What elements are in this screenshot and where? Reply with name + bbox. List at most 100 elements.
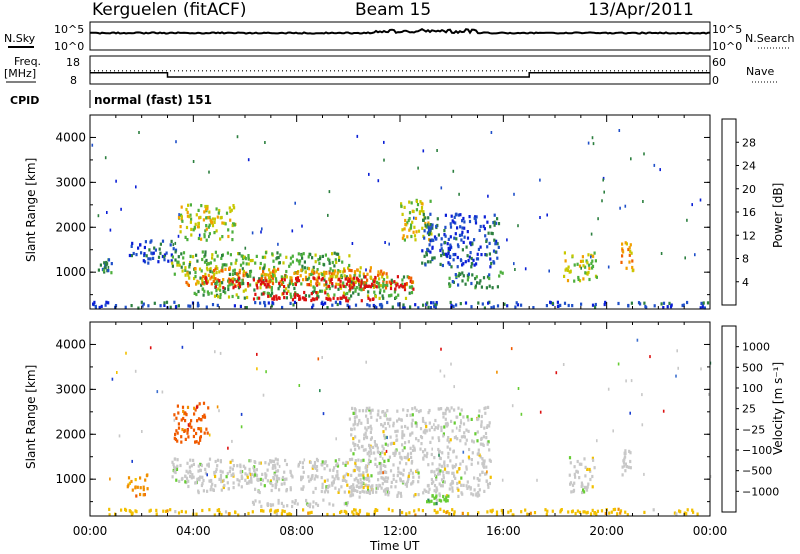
echo-cell — [383, 470, 386, 474]
speck — [386, 436, 388, 440]
echo-cell — [480, 420, 483, 424]
echo-cell — [377, 478, 380, 482]
echo-cell — [187, 484, 190, 489]
echo-cell — [375, 484, 378, 488]
echo-cell — [310, 270, 314, 274]
echo-cell — [427, 463, 430, 467]
echo-cell — [270, 304, 273, 308]
echo-cell — [306, 283, 309, 287]
echo-cell — [364, 275, 367, 279]
echo-cell — [199, 462, 202, 466]
echo-cell — [213, 294, 217, 298]
echo-cell — [355, 286, 358, 290]
echo-cell — [222, 485, 225, 490]
echo-cell — [486, 275, 490, 279]
echo-cell — [489, 509, 492, 513]
echo-cell — [255, 473, 258, 477]
echo-cell — [429, 223, 432, 227]
echo-cell — [237, 274, 240, 278]
echo-cell — [242, 274, 245, 278]
echo-cell — [205, 224, 208, 228]
echo-cell — [238, 282, 241, 286]
echo-cell — [545, 304, 548, 308]
echo-cell — [302, 485, 305, 489]
echo-cell — [447, 237, 450, 241]
echo-cell — [313, 477, 316, 481]
echo-cell — [596, 509, 599, 513]
echo-cell — [220, 512, 223, 517]
echo-cell — [200, 418, 203, 422]
echo-cell — [443, 252, 446, 256]
echo-cell — [301, 296, 304, 300]
echo-cell — [307, 511, 310, 515]
echo-cell — [484, 406, 487, 410]
speck — [262, 393, 265, 397]
echo-cell — [360, 481, 363, 485]
echo-cell — [206, 489, 209, 493]
echo-cell — [449, 254, 452, 258]
echo-cell — [477, 483, 480, 487]
speck — [699, 198, 702, 202]
echo-cell — [423, 254, 426, 258]
echo-cell — [423, 453, 426, 458]
speck — [298, 384, 301, 387]
echo-cell — [323, 263, 326, 267]
speck — [244, 246, 247, 250]
echo-cell — [282, 291, 285, 296]
echo-cell — [406, 481, 409, 485]
echo-cell — [384, 442, 387, 446]
echo-cell — [360, 279, 363, 283]
echo-cell — [215, 289, 218, 293]
echo-cell — [400, 425, 403, 429]
echo-cell — [427, 221, 430, 225]
echo-cell — [440, 425, 443, 429]
cpid-label: CPID — [10, 94, 39, 107]
echo-cell — [379, 464, 382, 468]
echo-cell — [408, 200, 411, 204]
echo-cell — [366, 452, 369, 456]
echo-cell — [130, 479, 133, 484]
echo-cell — [304, 275, 308, 279]
echo-cell — [477, 417, 480, 421]
echo-cell — [189, 254, 192, 258]
echo-cell — [364, 431, 367, 435]
echo-cell — [490, 231, 493, 235]
echo-cell — [245, 262, 248, 266]
echo-cell — [483, 227, 486, 231]
echo-cell — [471, 273, 474, 277]
echo-cell — [135, 253, 138, 257]
echo-cell — [316, 291, 319, 295]
echo-cell — [332, 296, 335, 300]
speck — [256, 367, 258, 371]
speck — [602, 176, 605, 180]
speck — [462, 450, 465, 454]
echo-cell — [353, 419, 357, 423]
echo-cell — [330, 481, 334, 485]
echo-cell — [131, 488, 134, 492]
echo-cell — [477, 247, 480, 251]
echo-cell — [354, 435, 357, 439]
colorbar-tick-label: 20 — [742, 183, 756, 196]
echo-cell — [275, 480, 278, 484]
beam-title: Beam 15 — [355, 0, 431, 20]
echo-cell — [203, 280, 206, 285]
echo-cell — [205, 227, 208, 231]
speck — [524, 267, 527, 271]
echo-cell — [259, 261, 262, 266]
echo-cell — [222, 278, 225, 282]
echo-cell — [456, 481, 459, 486]
echo-cell — [457, 494, 460, 498]
echo-cell — [229, 253, 232, 257]
echo-cell — [280, 482, 283, 486]
echo-cell — [245, 306, 248, 310]
echo-cell — [374, 508, 377, 512]
echo-cell — [311, 272, 314, 276]
echo-cell — [429, 212, 432, 216]
echo-cell — [314, 466, 317, 470]
echo-cell — [571, 254, 574, 258]
echo-cell — [435, 498, 438, 502]
echo-cell — [273, 463, 276, 467]
echo-cell — [277, 267, 280, 271]
echo-cell — [418, 210, 421, 214]
echo-cell — [199, 475, 202, 479]
